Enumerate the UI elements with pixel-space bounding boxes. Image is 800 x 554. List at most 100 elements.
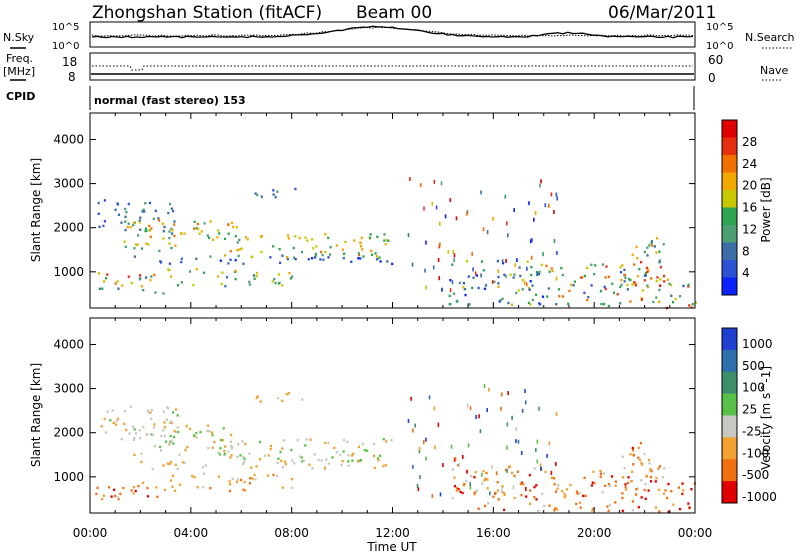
data-cell [444, 214, 447, 219]
data-cell [97, 272, 100, 275]
data-cell [165, 440, 168, 443]
nsky-tick-low: 10^0 [52, 41, 79, 52]
data-cell [153, 273, 156, 277]
data-cell [456, 300, 459, 303]
data-cell [474, 271, 477, 276]
data-cell [361, 442, 364, 446]
data-cell [140, 452, 143, 455]
data-cell [503, 273, 506, 276]
data-cell [515, 291, 518, 295]
data-cell [499, 299, 502, 302]
data-cell [631, 253, 634, 256]
data-cell [622, 476, 625, 479]
data-cell [253, 473, 256, 477]
data-cell [145, 433, 148, 436]
data-cell [449, 279, 452, 282]
colorbar-swatch [722, 172, 737, 191]
data-cell [501, 392, 503, 397]
data-cell [640, 479, 643, 482]
data-cell [650, 480, 653, 483]
data-cell [133, 247, 136, 250]
data-cell [659, 284, 662, 287]
data-cell [599, 472, 603, 476]
data-cell [637, 456, 640, 459]
data-cell [517, 439, 520, 444]
data-cell [620, 278, 623, 282]
nsearch-series [91, 26, 694, 37]
data-cell [153, 423, 156, 426]
data-cell [266, 474, 269, 477]
data-cell [299, 455, 302, 458]
data-cell [688, 304, 691, 307]
data-cell [491, 280, 494, 285]
data-cell [236, 478, 240, 481]
data-cell [181, 461, 184, 464]
data-cell [278, 248, 281, 251]
data-cell [506, 445, 508, 450]
data-cell [583, 476, 586, 479]
data-cell [296, 438, 299, 442]
data-cell [593, 482, 596, 485]
data-cell [386, 260, 389, 263]
colorbar-frame [721, 327, 738, 504]
data-cell [192, 283, 195, 287]
data-cell [616, 293, 619, 296]
data-cell [646, 246, 649, 249]
data-cell [116, 203, 119, 206]
data-cell [687, 283, 690, 286]
data-cell [558, 295, 561, 298]
data-cell [269, 444, 272, 448]
data-cell [235, 226, 238, 229]
data-cell [130, 489, 133, 492]
data-cell [165, 418, 168, 421]
data-cell [636, 275, 640, 278]
data-cell [628, 278, 631, 281]
colorbar-swatch [722, 207, 737, 226]
data-cell [382, 464, 385, 468]
data-cell [343, 252, 346, 255]
data-cell [513, 496, 516, 500]
data-cell [486, 408, 488, 413]
data-cell [159, 445, 162, 449]
data-cell [458, 281, 461, 285]
data-cell [544, 470, 547, 474]
data-cell [520, 493, 523, 497]
data-cell [480, 190, 482, 195]
data-cell [172, 435, 176, 439]
data-cell [169, 421, 172, 425]
data-cell [473, 491, 476, 494]
data-cell [414, 423, 416, 428]
data-cell [256, 395, 259, 398]
data-cell [529, 502, 532, 505]
data-cell [125, 210, 128, 214]
data-cell [512, 485, 515, 490]
data-cell [193, 227, 196, 230]
data-cell [662, 243, 665, 246]
data-cell [536, 459, 539, 464]
data-cell [520, 451, 523, 455]
data-cell [536, 271, 539, 276]
data-cell [515, 439, 517, 444]
data-cell [679, 295, 682, 298]
data-cell [227, 232, 230, 235]
data-cell [475, 415, 477, 419]
data-cell [140, 285, 143, 288]
data-cell [557, 484, 560, 487]
data-cell [246, 238, 249, 241]
data-cell [556, 508, 559, 511]
data-cell [217, 451, 220, 454]
data-cell [142, 481, 145, 485]
data-cell [324, 250, 327, 254]
data-cell [407, 418, 410, 423]
data-cell [553, 483, 556, 486]
data-cell [358, 459, 361, 462]
data-cell [160, 261, 163, 264]
data-cell [379, 260, 382, 263]
data-cell [658, 259, 661, 262]
data-cell [519, 482, 523, 486]
data-cell [411, 262, 414, 267]
data-cell [607, 509, 610, 512]
data-cell [259, 400, 262, 403]
data-cell [219, 259, 222, 262]
data-cell [208, 430, 211, 433]
